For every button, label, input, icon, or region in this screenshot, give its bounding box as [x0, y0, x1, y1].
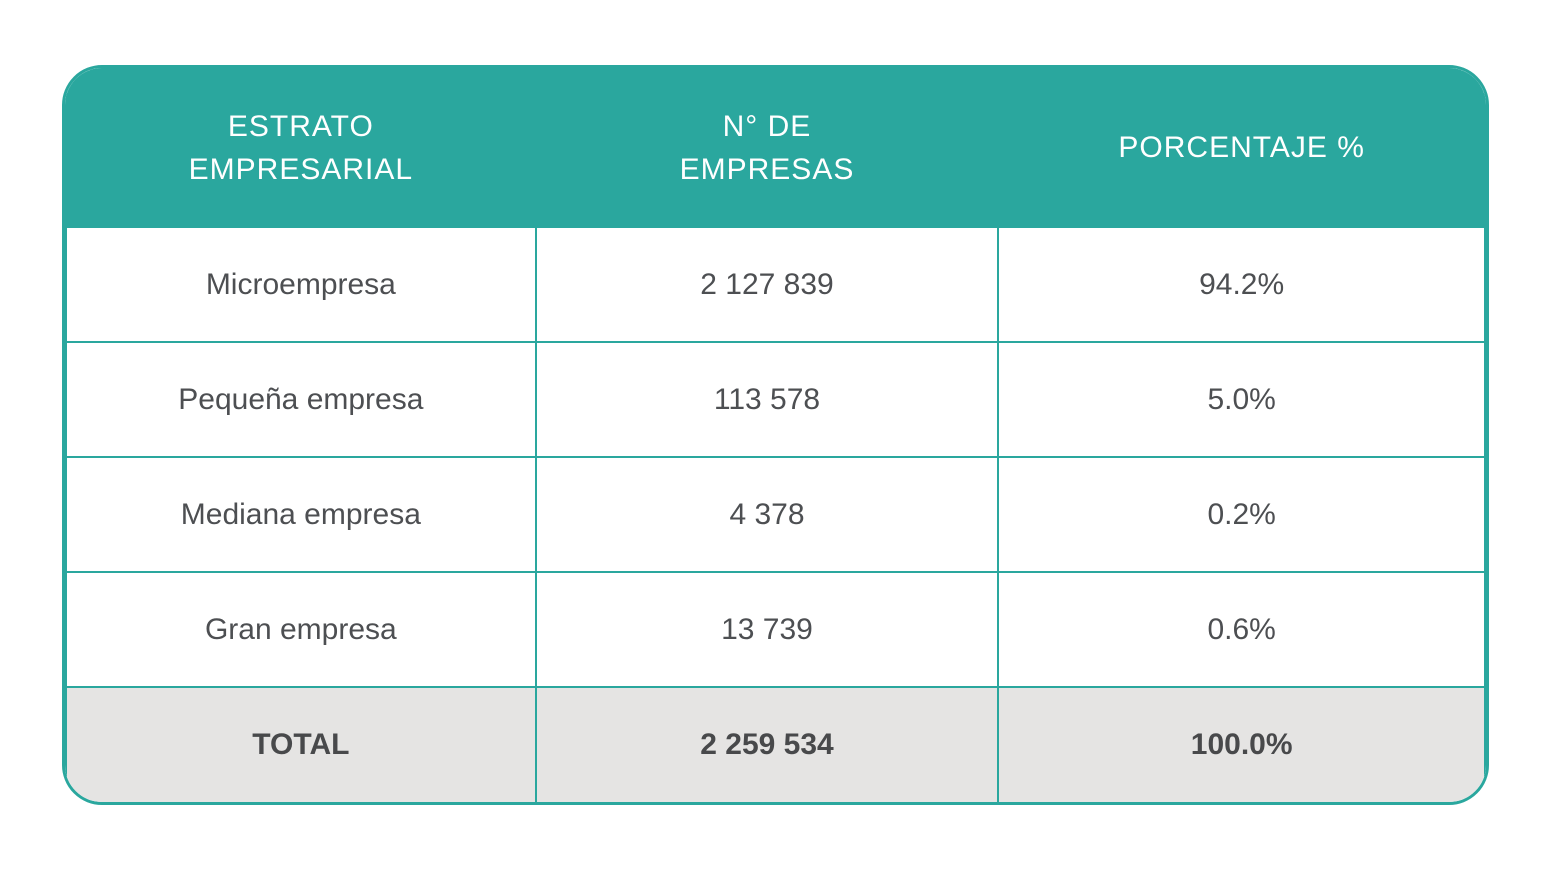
table-row-microempresa: Microempresa 2 127 839 94.2% [65, 226, 1486, 343]
cell-empresas: 4 378 [534, 456, 1000, 573]
header-cell-empresas: N° DE EMPRESAS [534, 68, 1000, 228]
table-header: ESTRATO EMPRESARIAL N° DE EMPRESAS PORCE… [65, 68, 1486, 228]
cell-estrato: Pequeña empresa [65, 341, 537, 458]
cell-porcentaje: 5.0% [997, 341, 1486, 458]
header-cell-estrato: ESTRATO EMPRESARIAL [65, 68, 537, 228]
cell-empresas: 2 127 839 [534, 226, 1000, 343]
cell-empresas: 113 578 [534, 341, 1000, 458]
empresas-table: ESTRATO EMPRESARIAL N° DE EMPRESAS PORCE… [65, 68, 1486, 802]
cell-empresas: 13 739 [534, 571, 1000, 688]
cell-total-porcentaje: 100.0% [997, 686, 1486, 802]
header-row: ESTRATO EMPRESARIAL N° DE EMPRESAS PORCE… [65, 68, 1486, 228]
header-label-empresas: N° DE EMPRESAS [679, 109, 855, 187]
empresas-table-card: ESTRATO EMPRESARIAL N° DE EMPRESAS PORCE… [62, 65, 1489, 805]
table-body: Microempresa 2 127 839 94.2% Pequeña emp… [65, 226, 1486, 802]
cell-porcentaje: 94.2% [997, 226, 1486, 343]
cell-estrato: Mediana empresa [65, 456, 537, 573]
cell-total-empresas: 2 259 534 [534, 686, 1000, 802]
header-cell-porcentaje: PORCENTAJE % [997, 68, 1486, 228]
table-row-pequena-empresa: Pequeña empresa 113 578 5.0% [65, 341, 1486, 458]
header-label-estrato: ESTRATO EMPRESARIAL [188, 109, 414, 187]
cell-porcentaje: 0.6% [997, 571, 1486, 688]
header-label-porcentaje: PORCENTAJE % [1118, 131, 1365, 165]
table-row-total: TOTAL 2 259 534 100.0% [65, 686, 1486, 802]
cell-porcentaje: 0.2% [997, 456, 1486, 573]
table-row-gran-empresa: Gran empresa 13 739 0.6% [65, 571, 1486, 688]
cell-estrato: Microempresa [65, 226, 537, 343]
cell-total-label: TOTAL [65, 686, 537, 802]
table-row-mediana-empresa: Mediana empresa 4 378 0.2% [65, 456, 1486, 573]
cell-estrato: Gran empresa [65, 571, 537, 688]
